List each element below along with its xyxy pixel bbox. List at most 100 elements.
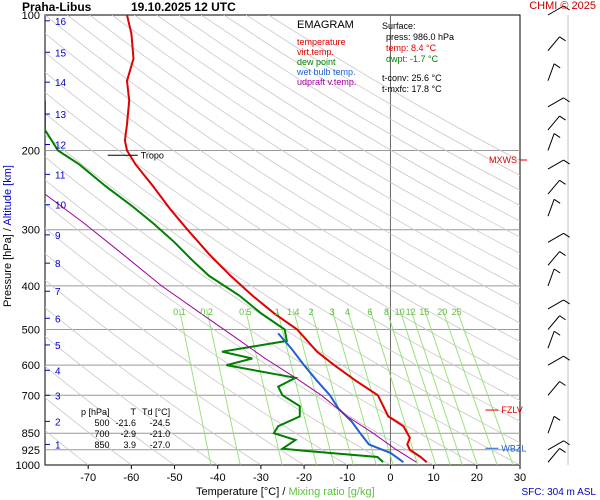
y-axis-separator: /	[2, 225, 14, 235]
table-cell: -27.0	[149, 440, 171, 450]
dry-adiabat	[45, 253, 348, 465]
wind-barb-flag	[563, 355, 570, 361]
surface-info: Surface: press: 986.0 hPa temp: 8.4 °C d…	[382, 21, 454, 95]
x-tick-label: -60	[123, 472, 139, 484]
x-tick-label: 0	[387, 472, 393, 484]
altitude-tick-label: 15	[55, 48, 67, 59]
mixing-ratio-label: 1.4	[287, 307, 300, 317]
wind-barb	[547, 97, 564, 108]
dry-adiabat	[134, 15, 520, 254]
altitude-tick-label: 2	[55, 417, 61, 428]
legend-virt-temp: virt.temp.	[297, 47, 335, 57]
dry-adiabat	[45, 227, 391, 465]
surface-press: press: 986.0 hPa	[386, 32, 455, 42]
dry-adiabat	[45, 365, 175, 465]
wind-barb	[547, 381, 560, 396]
dry-adiabat	[45, 397, 132, 465]
mixing-ratio-label: 0.1	[173, 307, 186, 317]
legend-title: EMAGRAM	[297, 19, 354, 31]
dry-adiabat	[156, 15, 520, 238]
pressure-tick-label: 925	[22, 445, 40, 457]
pressure-tick-label: 300	[22, 225, 40, 237]
wind-barb-flag	[559, 381, 566, 386]
dry-adiabat	[45, 179, 477, 465]
wind-barb	[547, 268, 555, 287]
series-lines	[45, 15, 428, 464]
mixing-ratio-label: 25	[452, 307, 462, 317]
dry-adiabat	[89, 15, 520, 288]
dry-adiabat	[67, 15, 520, 306]
mixing-ratio-label: 20	[437, 307, 447, 317]
wind-barb-flag	[553, 330, 561, 336]
station-name: Praha-Libus	[22, 0, 92, 14]
pressure-tick-label: 500	[22, 325, 40, 337]
mixing-ratio-label: 1	[275, 307, 280, 317]
pressure-tick-label: 600	[22, 360, 40, 372]
wind-barb	[547, 199, 555, 217]
altitude-tick-label: 1	[55, 440, 61, 451]
wind-barb	[547, 179, 560, 195]
mixing-ratio-label: 6	[367, 307, 372, 317]
mixing-ratio-line	[276, 308, 317, 465]
x-axis-label: Temperature [°C] / Mixing ratio [g/kg]	[196, 486, 375, 498]
legend-dew-point: dew point	[297, 57, 336, 67]
legend-wet-bulb: wet bulb temp.	[297, 67, 356, 77]
mixing-ratio-line	[456, 308, 514, 465]
dry-adiabats	[45, 15, 520, 465]
mixing-ratio-label: 4	[345, 307, 350, 317]
y-axis-alt-label: Altitude [km]	[2, 165, 14, 226]
pressure-tick-label: 1000	[16, 460, 40, 472]
wind-barb-flag	[559, 179, 566, 185]
wind-barb	[547, 331, 555, 349]
table-cell: -21.0	[149, 429, 171, 439]
table-cell: 850	[94, 440, 110, 450]
wind-barb	[547, 115, 560, 131]
x-axis-mix-label: Mixing ratio [g/kg]	[288, 486, 375, 498]
sfc-elevation: SFC: 304 m ASL	[521, 487, 596, 498]
copyright: CHMI © 2025	[529, 0, 596, 12]
mixing-ratio-line	[244, 308, 283, 465]
dry-adiabat	[45, 429, 89, 465]
annotations: Tropo MXWS FZLV WBZL	[107, 150, 527, 453]
wbzl-label: WBZL	[501, 443, 526, 453]
table-cell: 500	[94, 418, 110, 428]
wind-barb-flag	[553, 133, 561, 138]
plot-frame	[44, 14, 521, 466]
x-tick-label: 20	[471, 472, 483, 484]
legend-temperature: temperature	[297, 37, 346, 47]
legend-updraft: udpraft v.temp.	[297, 77, 357, 87]
altitude-tick-label: 3	[55, 391, 61, 402]
wind-barb-flag	[559, 115, 566, 121]
mixing-ratio-line	[386, 308, 437, 465]
surface-tconv: t-conv: 25.6 °C	[382, 73, 442, 83]
table-row: 850 3.9 -27.0	[78, 440, 173, 451]
pressure-tick-label: 850	[22, 428, 40, 440]
wind-barb-flag	[563, 5, 570, 11]
dry-adiabat	[45, 335, 218, 465]
wind-barb	[547, 36, 560, 51]
altitude-tick-label: 13	[55, 110, 67, 121]
wind-barb	[547, 440, 564, 451]
surface-tmxfc: t-mxfc: 17.8 °C	[382, 84, 442, 94]
wind-barb	[547, 315, 560, 330]
altitude-tick-label: 8	[55, 259, 61, 270]
table-cell: 3.9	[123, 440, 137, 450]
wind-barb-flag	[553, 198, 561, 204]
series-udpraft-v-temp-	[45, 193, 417, 463]
dry-adiabat	[45, 52, 520, 362]
table-header-td: Td [°C]	[142, 407, 171, 417]
dry-adiabat	[111, 15, 520, 271]
altitude-tick-label: 14	[55, 78, 67, 89]
dry-adiabat	[201, 15, 520, 206]
table-row: 500 -21.6 -24.5	[78, 418, 173, 429]
altitude-tick-label: 9	[55, 231, 61, 242]
altitude-tick-label: 12	[55, 141, 67, 152]
pressure-tick-label: 700	[22, 390, 40, 402]
wind-barb-flag	[553, 415, 561, 421]
altitude-tick-label: 4	[55, 366, 61, 377]
mixing-ratio-line	[410, 308, 463, 465]
pressure-tick-label: 200	[22, 145, 40, 157]
wind-barb	[547, 355, 564, 366]
x-tick-label: -40	[210, 472, 226, 484]
